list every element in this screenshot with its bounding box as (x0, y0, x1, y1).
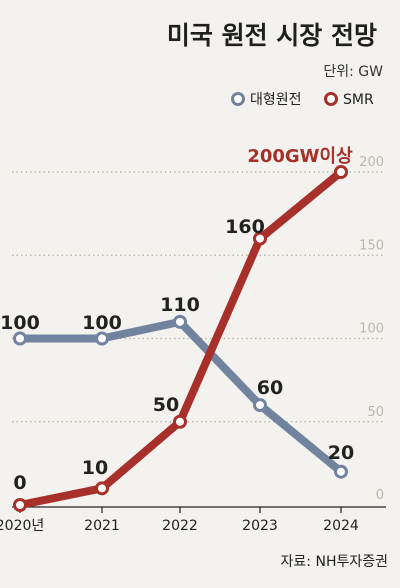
legend-label-smr: SMR (343, 92, 374, 108)
series-0-point-2 (173, 314, 187, 329)
series-0-label-4: 20 (328, 442, 354, 464)
series-0-label-0: 100 (0, 312, 40, 334)
series-1-label-1: 10 (82, 457, 108, 479)
series-0-point-1 (95, 331, 109, 346)
legend: 대형원전 SMR (231, 92, 374, 108)
y-tick-150: 150 (359, 238, 384, 253)
series-1-point-4 (334, 165, 348, 179)
series-0-label-1: 100 (82, 312, 122, 334)
source-note: 자료: NH투자증권 (281, 554, 388, 570)
series-1-label-2: 50 (153, 394, 179, 416)
series-0-point-0 (13, 331, 27, 346)
x-tick-4: 2024 (323, 518, 359, 534)
series-0-point-4 (334, 464, 348, 479)
y-tick-0: 0 (376, 488, 384, 503)
legend-label-large-reactor: 대형원전 (250, 92, 302, 108)
smr-annotation: 200GW이상 (247, 146, 353, 167)
series-1-label-0: 0 (13, 472, 26, 494)
x-tick-0: 2020년 (0, 518, 44, 534)
series-0-label-3: 60 (257, 377, 283, 399)
legend-marker-large-reactor (231, 92, 245, 106)
x-tick-2: 2022 (162, 518, 198, 534)
y-axis-ticks: 0 50 100 150 200 (359, 155, 384, 503)
series-1-point-2 (173, 414, 187, 429)
unit-label: 단위: GW (323, 64, 383, 80)
data-labels: 100 100 110 60 20 0 10 50 160 (0, 216, 354, 494)
x-axis-ticks: 2020년 2021 2022 2023 2024 (0, 507, 359, 534)
series-0-point-3 (253, 398, 267, 413)
series-line-0 (16, 317, 345, 476)
chart-title: 미국 원전 시장 전망 (167, 21, 377, 50)
series-1-point-3 (253, 231, 267, 246)
series-1-label-3: 160 (225, 216, 265, 238)
series-0-label-2: 110 (160, 294, 200, 316)
series-1-point-0 (13, 498, 27, 512)
y-tick-100: 100 (359, 322, 384, 337)
y-tick-200: 200 (359, 155, 384, 170)
x-tick-1: 2021 (84, 518, 120, 534)
series-layer (13, 165, 348, 512)
series-1-point-1 (95, 481, 109, 496)
x-tick-3: 2023 (242, 518, 278, 534)
legend-marker-smr (324, 92, 338, 106)
y-tick-50: 50 (367, 405, 384, 420)
